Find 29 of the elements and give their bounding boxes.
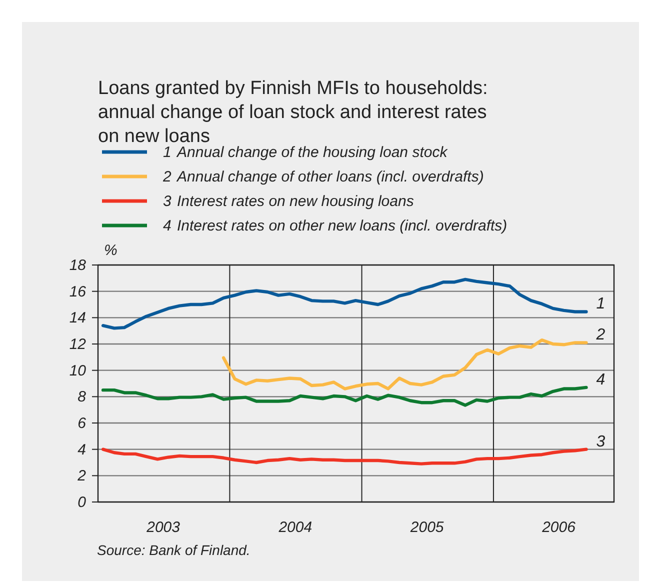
- legend-label: 1 Annual change of the housing loan stock: [163, 144, 449, 161]
- y-tick-label: 10: [69, 362, 87, 380]
- y-tick-label: 12: [69, 336, 87, 353]
- annotation: 4: [596, 371, 606, 388]
- legend-label: 3 Interest rates on new housing loans: [163, 193, 414, 210]
- y-tick-label: 18: [69, 257, 87, 274]
- y-tick-label: 14: [69, 310, 86, 327]
- legend-label: 2 Annual change of other loans (incl. overdrafts): [162, 168, 484, 186]
- x-tick-label: 2005: [409, 519, 444, 536]
- annotation: 1: [596, 296, 606, 313]
- y-tick-label: 2: [76, 468, 87, 485]
- legend-label: 4 Interest rates on other new loans (incl. overdrafts): [163, 218, 508, 234]
- annotation: 2: [595, 326, 606, 344]
- y-axis-title: %: [104, 242, 118, 259]
- x-tick-label: 2006: [541, 519, 576, 536]
- line-series: [222, 338, 588, 390]
- y-tick-label: 0: [78, 494, 87, 511]
- y-tick-label: 16: [69, 283, 87, 300]
- y-tick-label: 6: [78, 415, 87, 432]
- chart-title: Loans granted by Finnish MFIs to households: annual change of loan stock and interest rates on new loans: [98, 78, 488, 147]
- x-tick-label: 2004: [278, 519, 312, 536]
- line-series: [101, 386, 588, 407]
- line-series: [101, 278, 588, 330]
- source-note: Source: Bank of Finland.: [97, 542, 250, 558]
- annotation: 3: [596, 433, 606, 450]
- y-tick-label: 8: [78, 388, 87, 406]
- x-tick-label: 2003: [146, 519, 181, 536]
- line-series: [101, 448, 588, 466]
- y-tick-label: 4: [78, 441, 86, 458]
